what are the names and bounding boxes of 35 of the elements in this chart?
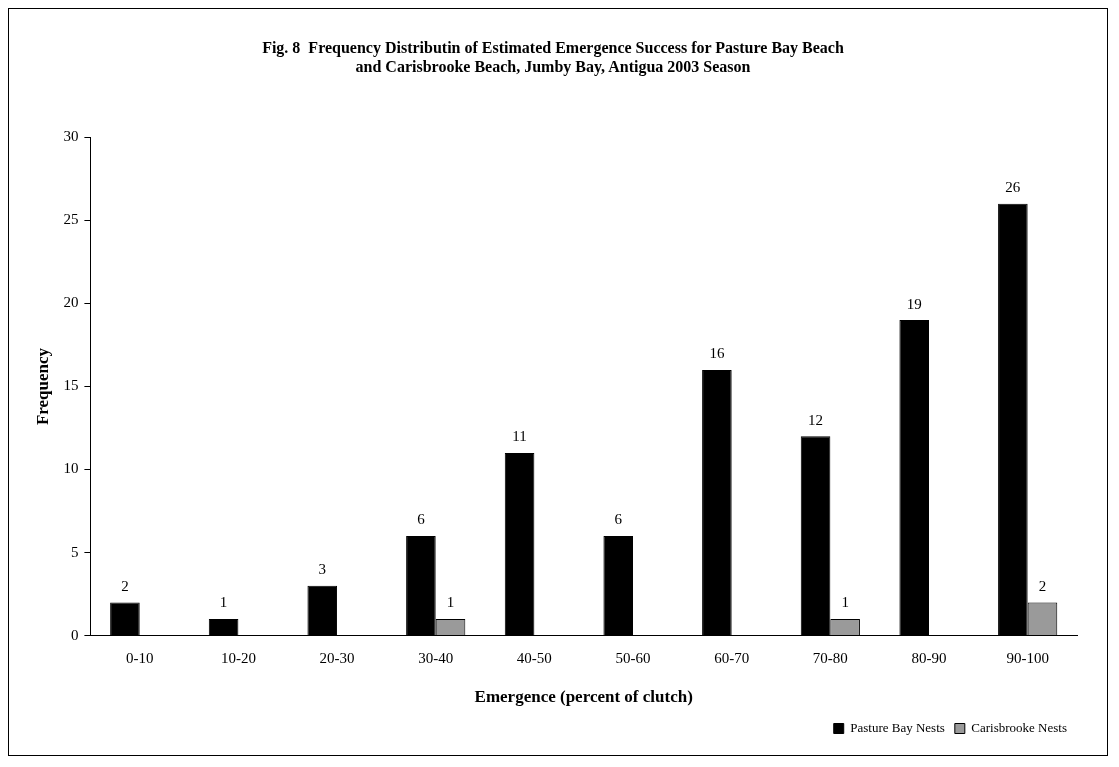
x-tick-label: 90-100 — [1006, 649, 1049, 666]
y-tick-label: 5 — [70, 543, 79, 560]
y-tick-label: 30 — [63, 128, 79, 145]
x-tick-label: 20-30 — [319, 649, 355, 666]
data-label: 1 — [841, 594, 849, 611]
chart-title: Fig. 8 Frequency Distributin of Estimated Emergence Success for Pasture Bay Beach and Carisbrooke Beach, Jumby Bay, Antigua 2003 Season — [262, 38, 844, 76]
x-axis-title: Emergence (percent of clutch) — [474, 687, 693, 707]
y-tick-label: 15 — [63, 377, 79, 394]
data-label: 26 — [1005, 179, 1021, 196]
x-tick-label: 10-20 — [220, 649, 256, 666]
data-label: 19 — [906, 295, 922, 312]
x-tick-label: 50-60 — [615, 649, 651, 666]
data-label: 2 — [1038, 577, 1047, 594]
data-label: 11 — [512, 428, 527, 445]
x-tick-label: 80-90 — [911, 649, 947, 666]
data-label: 16 — [709, 345, 725, 362]
x-tick-label: 30-40 — [418, 649, 454, 666]
legend-label: Pasture Bay Nests — [850, 719, 945, 735]
data-label: 2 — [121, 577, 129, 594]
x-tick-label: 60-70 — [714, 649, 750, 666]
y-tick-label: 25 — [63, 211, 79, 228]
y-tick-label: 20 — [63, 294, 79, 311]
x-tick-label: 40-50 — [516, 649, 552, 666]
data-label: 6 — [614, 511, 623, 528]
y-axis-title: Frequency — [32, 347, 52, 426]
legend-label: Carisbrooke Nests — [971, 719, 1068, 735]
data-label: 6 — [417, 511, 426, 528]
data-label: 1 — [219, 594, 228, 611]
y-tick-label: 0 — [70, 626, 79, 643]
y-tick-label: 10 — [63, 460, 79, 477]
data-label: 3 — [318, 561, 326, 578]
x-tick-label: 70-80 — [812, 649, 848, 666]
x-tick-label: 0-10 — [125, 649, 154, 666]
data-label: 12 — [808, 411, 824, 428]
data-label: 1 — [446, 594, 455, 611]
